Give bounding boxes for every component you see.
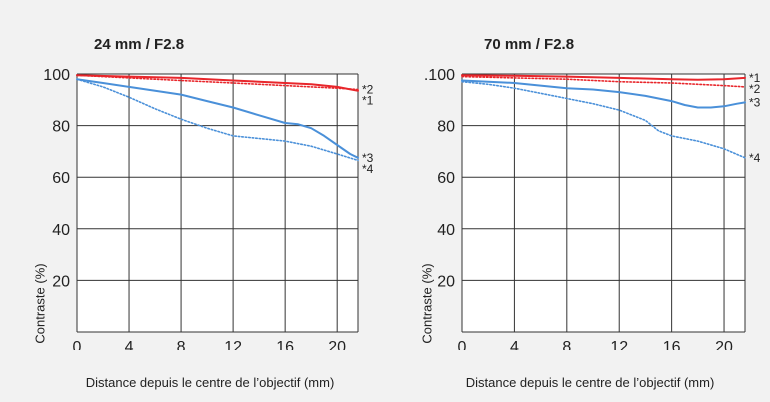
y-tick-label: 20 — [52, 273, 70, 290]
series-end-label: *2 — [362, 82, 374, 96]
x-tick-label: 4 — [510, 339, 519, 350]
plot-area — [462, 74, 745, 332]
series-end-label: *2 — [749, 82, 761, 96]
series-line-n1 — [461, 74, 746, 81]
y-tick-label: 40 — [52, 222, 70, 239]
series-line-n2 — [461, 75, 746, 88]
x-tick-label: 20 — [328, 339, 346, 350]
x-axis-label-70mm: Distance depuis le centre de l’objectif … — [465, 375, 715, 390]
y-tick-label: 80 — [52, 119, 70, 136]
chart-title-70mm: 70 mm / F2.8 — [484, 36, 575, 53]
series-end-label: *4 — [362, 162, 374, 176]
series-line-n3 — [76, 78, 359, 159]
y-axis-label-24mm: Contraste (%) — [32, 263, 48, 344]
x-tick-label: 4 — [125, 339, 134, 350]
series-end-label: *3 — [749, 95, 761, 109]
series-end-label: *1 — [749, 71, 761, 85]
series-line-n1 — [76, 74, 359, 92]
x-tick-label: 16 — [276, 339, 294, 350]
x-tick-label: 8 — [177, 339, 186, 350]
x-tick-label: 16 — [663, 339, 681, 350]
mtf-chart-70mm: 0 4 8 12 16 20 .100 80 60 40 20 *1*2*3 *4 — [424, 67, 761, 350]
y-tick-label: 20 — [437, 273, 455, 290]
y-tick-label: 100 — [43, 67, 70, 84]
chart-title-24mm: 24 mm / F2.8 — [94, 36, 185, 53]
series-end-label: *1 — [362, 93, 374, 107]
x-tick-label: 12 — [610, 339, 628, 350]
x-tick-label: 8 — [562, 339, 571, 350]
y-tick-label: 40 — [437, 222, 455, 239]
series-line-n3 — [461, 79, 746, 109]
y-tick-label: .100 — [424, 67, 455, 84]
x-axis-label-24mm: Distance depuis le centre de l’objectif … — [85, 375, 335, 390]
series-line-n4 — [76, 78, 359, 162]
series-line-n2 — [76, 74, 359, 91]
x-tick-label: 20 — [715, 339, 733, 350]
plot-area — [77, 74, 358, 332]
y-tick-label: 60 — [437, 170, 455, 187]
x-tick-label: 12 — [224, 339, 242, 350]
y-tick-label: 80 — [437, 119, 455, 136]
series-line-n4 — [461, 80, 746, 159]
series-end-label: *4 — [749, 151, 761, 165]
x-tick-label: 0 — [458, 339, 467, 350]
mtf-chart-24mm: 0 4 8 12 16 20 100 80 60 40 20 *1*2 *3*4 — [43, 67, 374, 350]
y-axis-label-70mm: Contraste (%) — [419, 263, 435, 344]
y-tick-label: 60 — [52, 170, 70, 187]
x-tick-label: 0 — [73, 339, 82, 350]
series-end-label: *3 — [362, 151, 374, 165]
